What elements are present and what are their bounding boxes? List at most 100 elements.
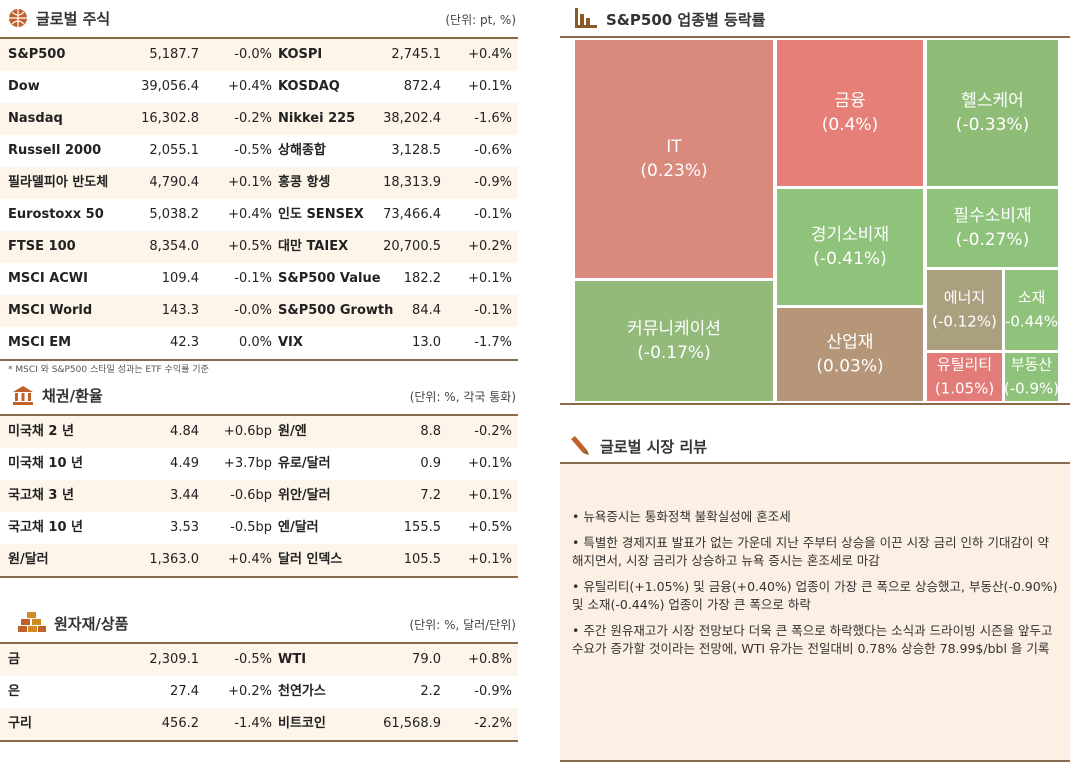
table-cell: KOSDAQ: [278, 79, 340, 94]
table-cell: 8,354.0: [149, 239, 199, 254]
table-cell: 3,128.5: [391, 143, 441, 158]
table-cell: 73,466.4: [383, 207, 441, 222]
table-cell: S&P500: [8, 47, 66, 62]
treemap-cell: [927, 189, 1058, 267]
table-cell: 143.3: [161, 303, 199, 318]
row-bg: [0, 167, 518, 199]
unit-label: (단위: %, 각국 통화): [409, 390, 516, 404]
table-cell: +0.1%: [468, 271, 512, 286]
table-cell: Russell 2000: [8, 143, 102, 158]
pen-icon: [571, 436, 589, 455]
table-cell: 필라델피아 반도체: [8, 175, 109, 190]
treemap-cell: [777, 189, 923, 305]
table-cell: Nasdaq: [8, 111, 63, 126]
table-cell: -0.0%: [234, 303, 272, 318]
table-cell: KOSPI: [278, 47, 323, 62]
rule: [0, 37, 518, 39]
table-cell: 2,745.1: [391, 47, 441, 62]
cell-label: 산업재: [827, 333, 874, 353]
table-cell: 16,302.8: [141, 111, 199, 126]
table-cell: 대만 TAIEX: [278, 239, 349, 254]
table-cell: 4.49: [170, 456, 199, 471]
cell-label: 소재: [1018, 289, 1046, 307]
table-cell: 5,038.2: [149, 207, 199, 222]
table-cell: 위안/달러: [278, 488, 331, 503]
table-cell: 109.4: [161, 271, 199, 286]
table-cell: 미국채 2 년: [8, 424, 74, 439]
table-cell: 20,700.5: [383, 239, 441, 254]
cell-value: (-0.12%): [932, 313, 997, 331]
cell-value: (-0.33%): [956, 115, 1029, 135]
table-cell: 61,568.9: [383, 716, 441, 731]
table-cell: 천연가스: [278, 684, 326, 699]
table-cell: 3.53: [170, 520, 199, 535]
table-cell: -0.5bp: [230, 520, 272, 535]
table-cell: 홍콩 항셍: [278, 175, 331, 190]
table-cell: -1.7%: [474, 335, 512, 350]
rule: [0, 359, 518, 361]
row-bg: [0, 544, 518, 576]
table-cell: 미국채 10 년: [8, 456, 83, 471]
table-cell: -0.2%: [234, 111, 272, 126]
globe-icon: [9, 9, 27, 27]
table-cell: -0.5%: [234, 652, 272, 667]
table-cell: -0.1%: [474, 207, 512, 222]
row-bg: [0, 39, 518, 71]
table-cell: 84.4: [412, 303, 441, 318]
table-cell: 18,313.9: [383, 175, 441, 190]
cell-value: (-0.27%): [956, 230, 1029, 250]
table-cell: Nikkei 225: [278, 111, 356, 126]
treemap-cell: [927, 40, 1058, 186]
table-cell: +0.1%: [468, 488, 512, 503]
table-cell: 국고채 3 년: [8, 488, 74, 503]
table-cell: +0.6bp: [223, 424, 272, 439]
table-cell: 구리: [8, 716, 32, 731]
table-cell: S&P500 Value: [278, 271, 381, 286]
table-cell: 155.5: [403, 520, 441, 535]
table-cell: 2,055.1: [149, 143, 199, 158]
rule: [0, 414, 518, 416]
cell-label: 금융: [834, 91, 865, 111]
treemap-cell: [927, 353, 1002, 401]
table-cell: 3.44: [170, 488, 199, 503]
table-cell: +0.1%: [468, 79, 512, 94]
table-cell: 182.2: [403, 271, 441, 286]
table-cell: 105.5: [403, 552, 441, 567]
table-cell: 비트코인: [278, 716, 326, 731]
cell-value: (-0.17%): [637, 343, 710, 363]
row-bg: [0, 416, 518, 448]
table-cell: VIX: [278, 335, 303, 350]
row-bg: [0, 480, 518, 512]
unit-label: (단위: pt, %): [445, 13, 516, 27]
table-cell: Dow: [8, 79, 40, 94]
table-cell: 원/달러: [8, 552, 49, 567]
table-cell: -0.2%: [474, 424, 512, 439]
table-cell: 인도 SENSEX: [278, 207, 364, 222]
table-cell: +0.1%: [228, 175, 272, 190]
table-cell: 0.0%: [238, 335, 272, 350]
cell-label: 헬스케어: [961, 91, 1024, 111]
table-cell: +0.2%: [468, 239, 512, 254]
table-cell: -0.9%: [474, 684, 512, 699]
table-cell: -0.1%: [474, 303, 512, 318]
gold-icon: [18, 612, 46, 632]
table-cell: 4,790.4: [149, 175, 199, 190]
cell-value: (-0.9%): [1004, 380, 1059, 398]
table-cell: 은: [8, 684, 20, 699]
table-cell: 42.3: [170, 335, 199, 350]
table-cell: -2.2%: [474, 716, 512, 731]
cell-value: (0.4%): [822, 115, 878, 135]
table-cell: 엔/달러: [278, 520, 319, 535]
treemap-cell: [1005, 270, 1058, 350]
treemap-cell: [777, 40, 923, 186]
table-cell: 872.4: [403, 79, 441, 94]
table-cell: -0.6bp: [230, 488, 272, 503]
table-cell: +0.5%: [228, 239, 272, 254]
treemap-cell: [575, 281, 773, 401]
cell-label: 유틸리티: [937, 356, 992, 374]
table-cell: -1.6%: [474, 111, 512, 126]
table-cell: 0.9: [420, 456, 441, 471]
table-cell: 금: [8, 652, 20, 667]
table-cell: 국고채 10 년: [8, 520, 83, 535]
